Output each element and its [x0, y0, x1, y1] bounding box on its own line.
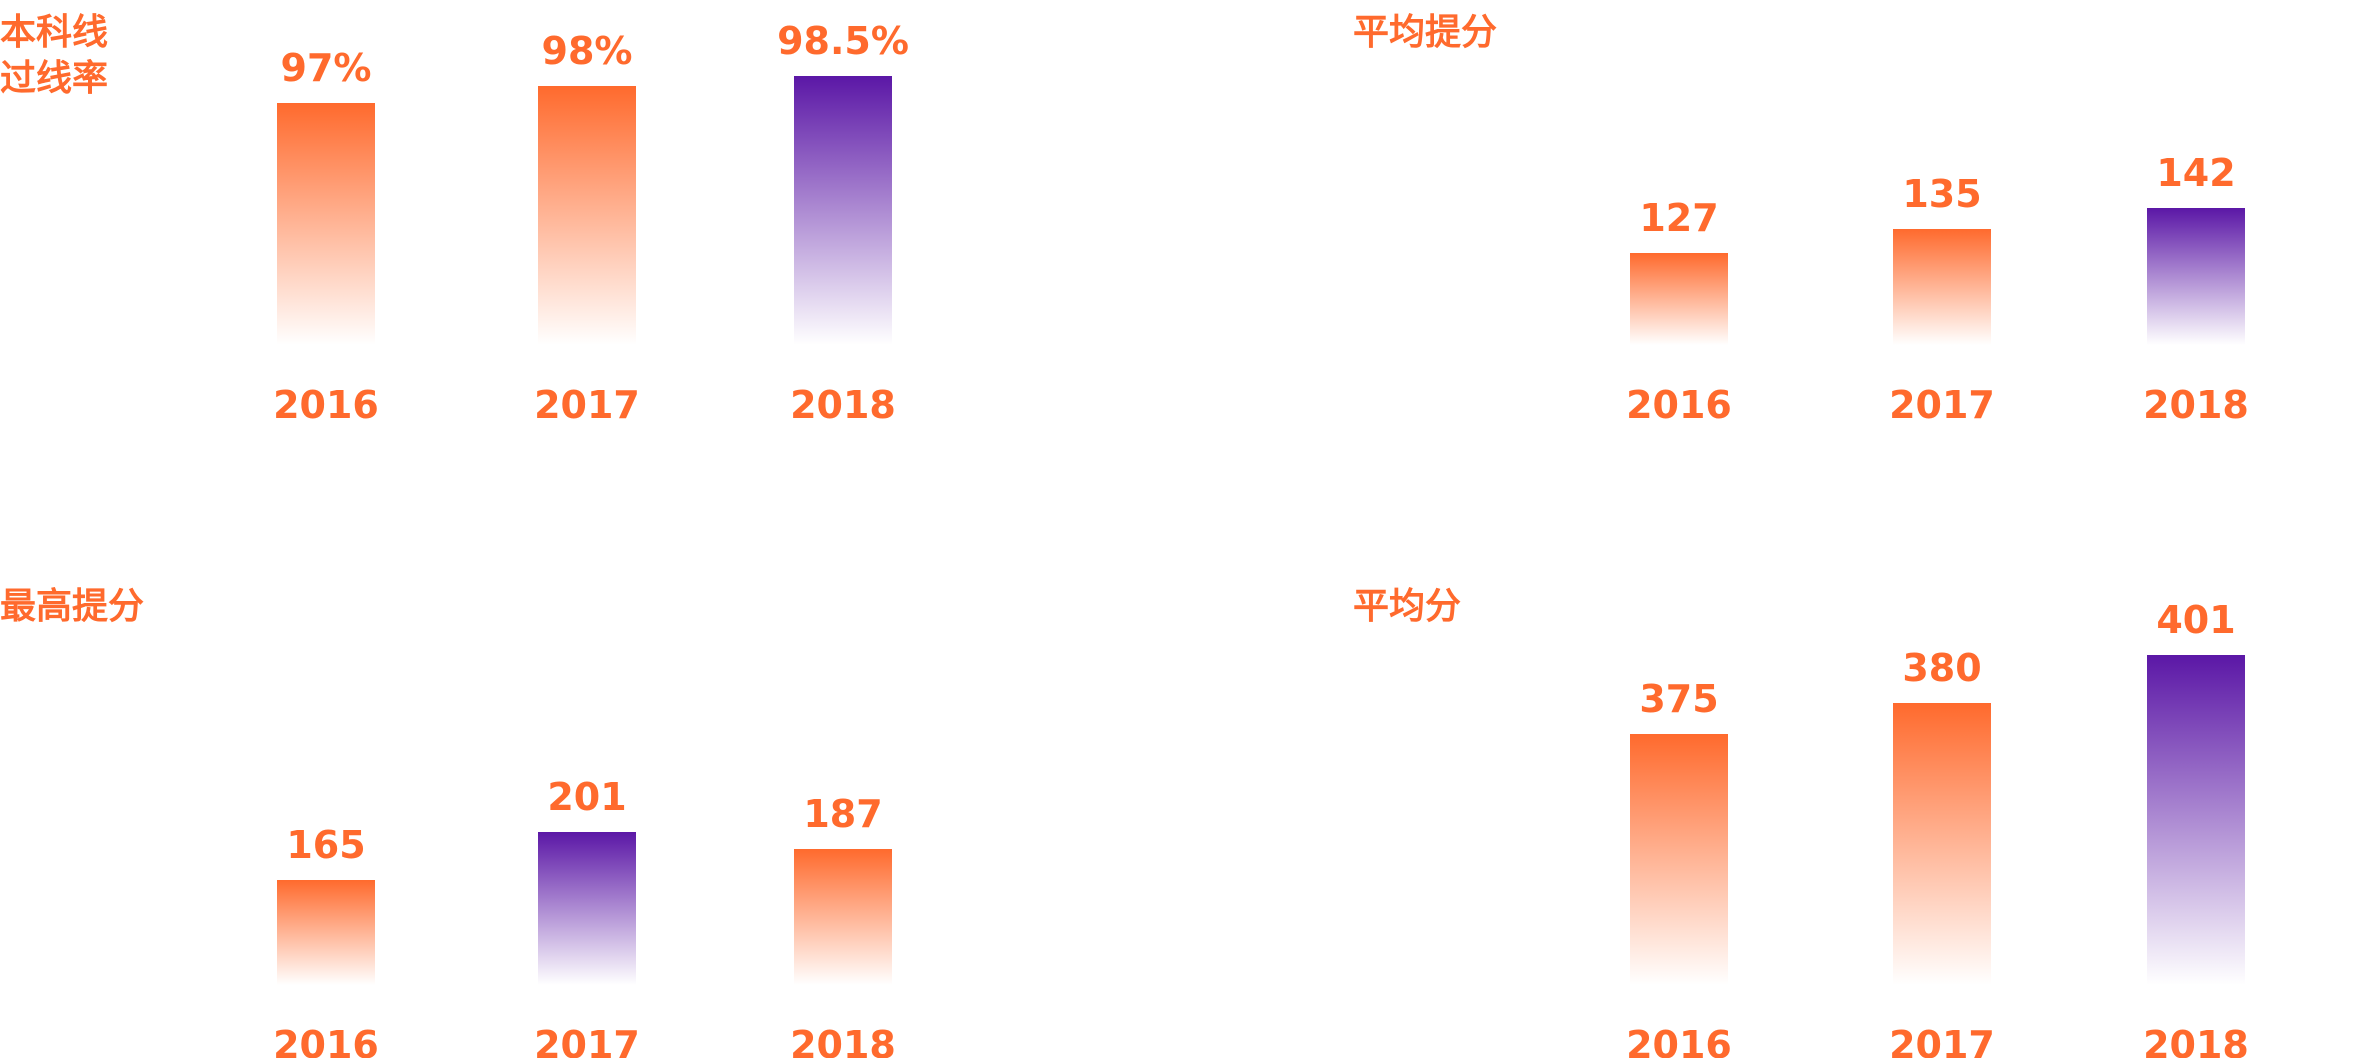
data-label: 165 [286, 823, 365, 867]
data-label: 375 [1639, 677, 1718, 721]
bar-2016 [277, 103, 375, 345]
x-tick-label: 2016 [273, 1023, 379, 1058]
chart-title: 平均分 [1353, 586, 1461, 627]
bar-2018 [2147, 208, 2245, 345]
chart-panel-4: 平均分 375 2016 380 2017 401 2018 [1353, 586, 2249, 1058]
bar-2016 [277, 880, 375, 985]
chart-panel-3: 最高提分 165 2016 201 2017 187 2018 [0, 586, 896, 1058]
x-tick-label: 2016 [1626, 383, 1732, 427]
chart-title: 本科线过线率 [0, 12, 108, 99]
bar-2018 [2147, 655, 2245, 985]
data-label: 135 [1902, 172, 1981, 216]
data-label: 98.5% [777, 19, 909, 63]
bar-2018 [794, 849, 892, 985]
x-tick-label: 2017 [1889, 383, 1995, 427]
chart-title: 最高提分 [0, 586, 144, 627]
data-label: 98% [542, 29, 633, 73]
x-tick-label: 2018 [2143, 383, 2249, 427]
data-label: 201 [547, 775, 626, 819]
bar-2016 [1630, 734, 1728, 985]
data-label: 380 [1902, 646, 1981, 690]
data-label: 142 [2156, 151, 2235, 195]
chart-panel-2: 平均提分 127 2016 135 2017 142 2018 [1353, 12, 2249, 427]
data-label: 127 [1639, 196, 1718, 240]
bar-2017 [538, 86, 636, 345]
x-tick-label: 2018 [790, 383, 896, 427]
x-tick-label: 2017 [534, 383, 640, 427]
chart-title: 平均提分 [1353, 12, 1497, 53]
data-label: 187 [803, 792, 882, 836]
x-tick-label: 2017 [1889, 1023, 1995, 1058]
bar-2017 [1893, 703, 1991, 985]
bar-2017 [538, 832, 636, 985]
bar-2017 [1893, 229, 1991, 345]
x-tick-label: 2018 [790, 1023, 896, 1058]
x-tick-label: 2017 [534, 1023, 640, 1058]
bar-2018 [794, 76, 892, 345]
data-label: 97% [281, 46, 372, 90]
data-label: 401 [2156, 598, 2235, 642]
x-tick-label: 2016 [1626, 1023, 1732, 1058]
x-tick-label: 2016 [273, 383, 379, 427]
chart-panel-1: 本科线过线率 97% 2016 98% 2017 98.5% 2018 [0, 12, 909, 427]
bar-2016 [1630, 253, 1728, 345]
x-tick-label: 2018 [2143, 1023, 2249, 1058]
